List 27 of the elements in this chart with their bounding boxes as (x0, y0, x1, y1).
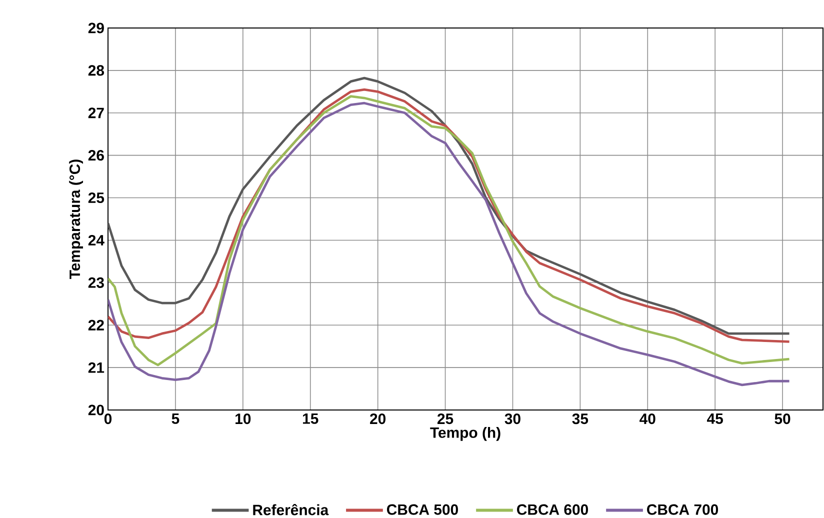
x-axis-title: Tempo (h) (430, 426, 500, 441)
y-tick-label: 23 (88, 277, 104, 288)
x-tick-label: 35 (572, 414, 588, 424)
y-tick-label: 29 (88, 22, 104, 34)
y-axis-title: Temparatura (°C) (69, 160, 84, 279)
legend-label: CBCA 500 (386, 504, 458, 515)
x-tick-label: 20 (370, 414, 386, 424)
x-tick-label: 45 (706, 414, 723, 424)
x-tick-label: 30 (504, 414, 520, 424)
x-tick-label: 25 (437, 414, 454, 424)
x-tick-label: 5 (172, 414, 180, 424)
y-tick-label: 27 (88, 108, 104, 118)
x-tick-label: 50 (774, 414, 790, 424)
legend-label: CBCA 700 (647, 504, 718, 515)
y-tick-label: 28 (88, 65, 104, 76)
y-tick-label: 22 (88, 320, 104, 330)
y-tick-label: 20 (88, 404, 104, 416)
y-tick-label: 21 (88, 362, 104, 373)
x-tick-label: 10 (236, 414, 251, 424)
y-tick-label: 24 (88, 234, 104, 246)
legend-label: CBCA 600 (517, 504, 588, 515)
legend-label: Referência (253, 504, 329, 516)
y-tick-label: 26 (88, 150, 104, 161)
x-tick-label: 40 (640, 414, 656, 424)
x-tick-label: 0 (104, 414, 112, 424)
x-tick-label: 15 (302, 414, 318, 424)
y-tick-label: 25 (88, 192, 104, 204)
